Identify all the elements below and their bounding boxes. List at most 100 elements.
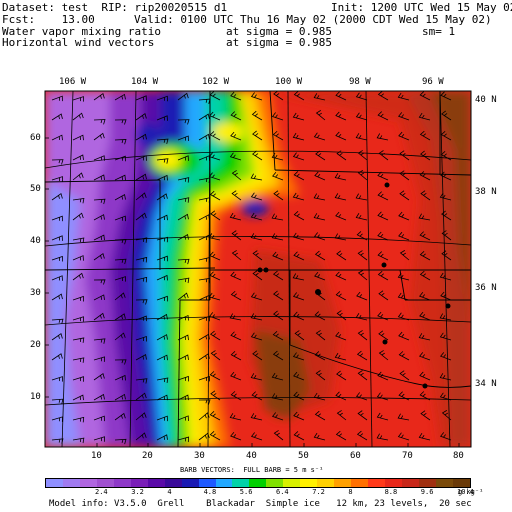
wind-barb xyxy=(271,213,284,221)
grid-x-label-30: 30 xyxy=(194,451,205,461)
wind-barb xyxy=(156,193,168,201)
wind-barb xyxy=(313,213,326,221)
wind-barb xyxy=(114,193,126,201)
grid-x-label-60: 60 xyxy=(350,451,361,461)
wind-barb xyxy=(177,375,189,382)
wind-barb xyxy=(377,91,389,101)
wind-barb xyxy=(313,432,326,441)
wind-barb xyxy=(210,210,221,221)
wind-barb xyxy=(51,159,64,165)
wind-barb xyxy=(209,131,221,141)
wind-barb xyxy=(397,92,410,101)
legend-swatch xyxy=(385,479,403,487)
wind-barb xyxy=(198,155,210,161)
wind-barb xyxy=(230,91,242,101)
grid-y-label-60: 60 xyxy=(30,133,41,143)
wind-barb xyxy=(93,155,105,161)
wind-barb xyxy=(230,351,242,361)
wind-barb xyxy=(439,272,452,281)
wind-barb xyxy=(378,150,389,161)
wind-barb xyxy=(230,131,242,141)
wind-barb xyxy=(72,212,84,221)
legend-swatch xyxy=(46,479,63,487)
wind-barb xyxy=(51,113,63,121)
wind-barb xyxy=(209,330,221,341)
barb-caption: BARB VECTORS: FULL BARB = 5 m s⁻¹ xyxy=(180,466,324,474)
wind-barb xyxy=(335,111,347,121)
wind-barb xyxy=(378,330,389,341)
wind-barb xyxy=(209,190,221,201)
legend-tick-label: 7.2 xyxy=(312,488,325,496)
wind-barb xyxy=(209,411,221,421)
wind-barb xyxy=(51,95,63,102)
legend-swatch xyxy=(283,479,301,487)
wind-barb xyxy=(273,290,284,301)
wind-barb xyxy=(399,190,410,201)
wind-barb xyxy=(198,399,211,405)
wind-barb xyxy=(135,256,148,263)
wind-barb xyxy=(419,292,431,301)
legend-swatch xyxy=(215,479,233,487)
wind-barb xyxy=(335,291,347,301)
wind-barb xyxy=(51,215,63,222)
legend-swatch xyxy=(147,479,165,487)
wind-barbs xyxy=(51,91,452,445)
wind-barb xyxy=(336,150,347,161)
wind-barb xyxy=(177,197,190,203)
wind-barb xyxy=(334,352,347,361)
wind-barb xyxy=(135,113,147,121)
wind-barb xyxy=(292,232,305,241)
mixing-ratio-field xyxy=(45,91,471,447)
wind-barb xyxy=(198,333,210,341)
wind-barb xyxy=(335,391,347,401)
field1-level: at sigma = 0.985 xyxy=(226,25,332,38)
wind-barb xyxy=(93,132,105,141)
wind-barb xyxy=(72,112,84,121)
wind-barb xyxy=(357,270,368,281)
wind-barb xyxy=(271,152,284,161)
lat-label-38n: 38 N xyxy=(475,187,497,197)
wind-barb xyxy=(250,313,263,321)
wind-barb xyxy=(252,250,263,261)
wind-barb xyxy=(292,292,305,301)
wind-barb xyxy=(114,332,126,341)
wind-barb xyxy=(198,257,211,263)
wind-barb xyxy=(273,190,284,201)
wind-barb xyxy=(114,258,127,265)
wind-barb xyxy=(231,170,242,181)
wind-barb xyxy=(135,392,147,401)
wind-barb xyxy=(418,432,431,441)
wind-barb xyxy=(250,413,263,421)
wind-barb xyxy=(357,330,368,341)
wind-barb xyxy=(334,193,347,201)
legend-tick-label: 6.4 xyxy=(276,488,289,496)
color-legend-unit: g kg⁻¹ xyxy=(458,488,484,496)
wind-barb xyxy=(198,234,210,241)
legend-tick-label: 4.8 xyxy=(203,488,217,496)
wind-barb xyxy=(399,150,410,161)
wind-barb xyxy=(315,290,326,301)
wind-barb xyxy=(177,92,189,101)
wind-barb xyxy=(336,370,347,381)
wind-barb xyxy=(335,91,347,101)
wind-barb xyxy=(251,110,263,121)
wind-barb xyxy=(334,233,347,241)
wind-barb xyxy=(198,277,211,284)
legend-swatch xyxy=(62,479,80,487)
wind-barb xyxy=(293,411,305,421)
wind-barb xyxy=(51,134,63,141)
wind-barb xyxy=(156,377,169,384)
wind-barb xyxy=(209,91,221,101)
wind-barb xyxy=(72,172,84,181)
wind-barb xyxy=(135,378,148,384)
lon-label-96w: 96 W xyxy=(422,77,444,87)
grid-ticks xyxy=(45,137,460,447)
wind-barb xyxy=(230,371,242,381)
wind-barb xyxy=(314,311,326,321)
wind-barb xyxy=(156,274,168,281)
wind-barb xyxy=(231,250,242,261)
legend-swatch xyxy=(181,479,199,487)
wind-barb xyxy=(355,112,368,121)
wind-barb xyxy=(440,352,452,361)
wind-barb xyxy=(93,174,105,181)
